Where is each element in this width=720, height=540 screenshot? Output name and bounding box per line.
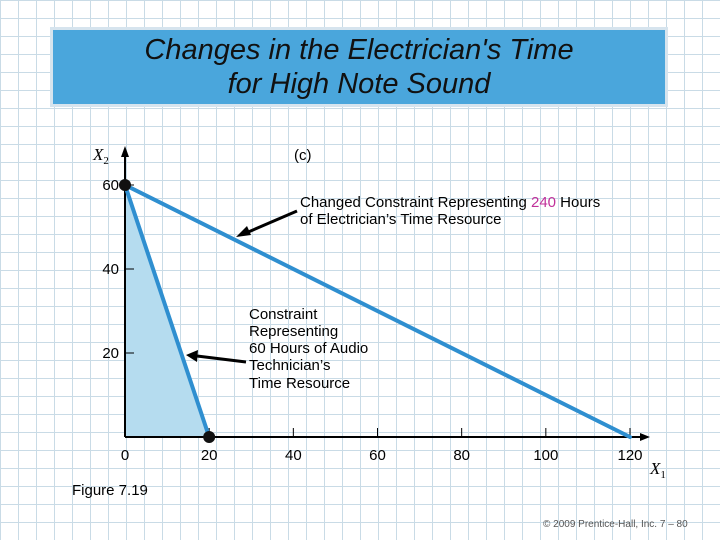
audio-annotation-line-4: Technician’s <box>249 357 330 374</box>
y-axis-label: X2 <box>92 145 109 167</box>
audio-annotation-line-2: Representing <box>249 323 338 340</box>
title-banner: Changes in the Electrician's Time for Hi… <box>50 27 668 107</box>
electrician-annotation-line-1: Changed Constraint Representing 240 Hour… <box>300 194 600 211</box>
audio-annotation-line-1: Constraint <box>249 306 318 323</box>
electrician-hours-value: 240 <box>531 194 556 211</box>
figure-label: Figure 7.19 <box>72 482 148 499</box>
audio-pointer-arrow <box>186 350 247 364</box>
x-tick-label: 0 <box>121 447 129 464</box>
corner-points <box>119 179 216 443</box>
panel-label: (c) <box>294 147 312 164</box>
audio-annotation-line-3: 60 Hours of Audio <box>249 340 368 357</box>
footer-credit: © 2009 Prentice-Hall, Inc. 7 – 80 <box>543 519 688 530</box>
x-axis-arrow <box>640 433 650 441</box>
y-axis-arrow <box>121 146 129 157</box>
corner-point <box>203 431 216 443</box>
x-tick-label: 100 <box>533 447 558 464</box>
tick-labels: 0 20 40 60 80 100 120 20 40 60 <box>102 177 642 464</box>
y-tick-label: 60 <box>102 177 119 194</box>
electrician-constraint-line <box>123 183 632 439</box>
constraint-lines <box>123 183 632 439</box>
electrician-pointer-arrow <box>236 209 298 237</box>
x-axis-label: X1 <box>649 459 666 481</box>
x-tick-label: 20 <box>201 447 218 464</box>
x-tick-label: 120 <box>617 447 642 464</box>
y-tick-label: 40 <box>102 261 119 278</box>
electrician-annotation-line-2: of Electrician’s Time Resource <box>300 211 501 228</box>
x-tick-label: 40 <box>285 447 302 464</box>
y-tick-label: 20 <box>102 345 119 362</box>
x-tick-label: 80 <box>453 447 470 464</box>
audio-constraint-line <box>123 183 212 439</box>
audio-annotation-line-5: Time Resource <box>249 375 350 392</box>
title-line-1: Changes in the Electrician's Time <box>144 34 574 66</box>
corner-point <box>119 179 131 191</box>
x-tick-label: 60 <box>369 447 386 464</box>
title-line-2: for High Note Sound <box>227 68 491 100</box>
